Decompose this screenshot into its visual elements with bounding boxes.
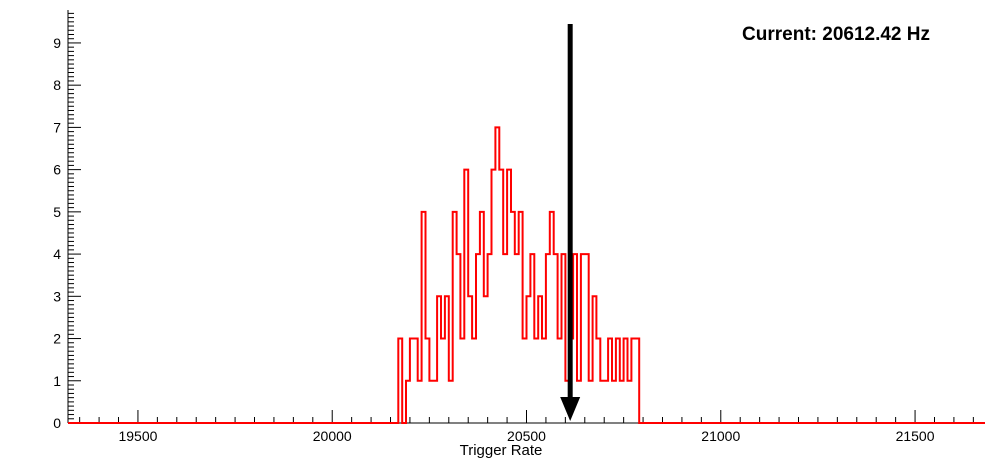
- y-tick-label: 3: [53, 288, 61, 304]
- y-tick-label: 8: [53, 77, 61, 93]
- histogram-step-line: [68, 126, 985, 424]
- y-tick-label: 0: [53, 415, 61, 431]
- x-axis-title: Trigger Rate: [460, 442, 543, 459]
- y-tick-label: 4: [53, 246, 61, 262]
- y-tick-label: 5: [53, 204, 61, 220]
- current-rate-arrow: [560, 24, 581, 421]
- y-tick-label: 2: [53, 331, 61, 347]
- x-tick-label: 20000: [313, 428, 352, 444]
- y-tick-label: 9: [53, 35, 61, 51]
- histogram-series: [68, 126, 985, 424]
- x-tick-label: 21000: [701, 428, 740, 444]
- x-tick-label: 20500: [507, 428, 546, 444]
- axes: 0 1 2 3 4 5 6 7 8 9 19500 20000 20500 21000 21500: [53, 10, 985, 444]
- y-tick-label: 7: [53, 119, 61, 135]
- x-tick-label: 21500: [896, 428, 935, 444]
- current-rate-label: Current: 20612.42 Hz: [742, 24, 930, 45]
- y-tick-label: 6: [53, 162, 61, 178]
- x-tick-label: 19500: [118, 428, 157, 444]
- arrow-head: [560, 397, 581, 421]
- y-tick-label: 1: [53, 373, 61, 389]
